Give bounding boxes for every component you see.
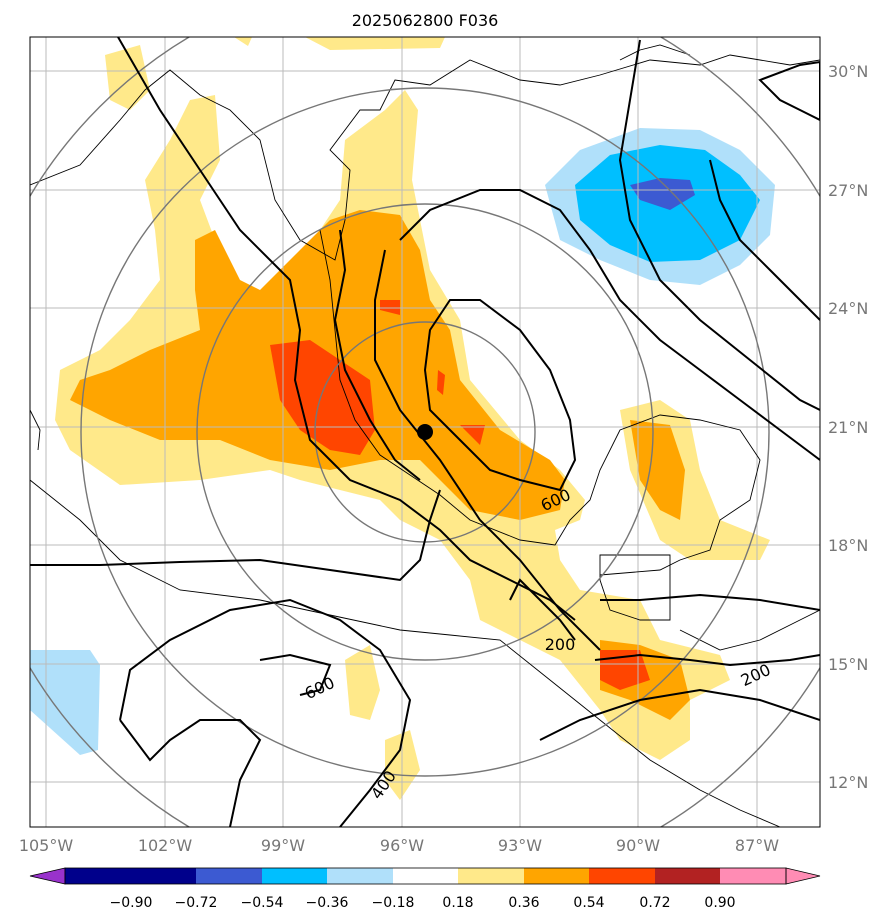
contours [30, 37, 820, 827]
colorbar-ticks: −0.90 −0.72 −0.54 −0.36 −0.18 0.18 0.36 … [110, 895, 736, 911]
lat-tick: 15°N [828, 655, 868, 674]
colorbar-tick: 0.36 [508, 895, 539, 911]
map-panel: 600 200 200 600 400 [30, 37, 820, 827]
colorbar: −0.90 −0.72 −0.54 −0.36 −0.18 0.18 0.36 … [29, 867, 821, 911]
lat-tick: 30°N [828, 62, 868, 81]
colorbar-tick: −0.18 [372, 895, 415, 911]
colorbar-tick: 0.72 [639, 895, 670, 911]
lon-tick: 96°W [380, 836, 424, 855]
lat-tick: 24°N [828, 299, 868, 318]
colorbar-segment [589, 868, 655, 884]
range-rings [30, 37, 820, 827]
lon-tick: 102°W [138, 836, 193, 855]
colorbar-segment [262, 868, 327, 884]
contour-label: 200 [545, 635, 576, 654]
storm-center-marker [417, 424, 433, 440]
colorbar-tick: −0.72 [175, 895, 218, 911]
colorbar-extend-high [785, 867, 821, 885]
lat-tick: 18°N [828, 536, 868, 555]
colorbar-segment [327, 868, 393, 884]
colorbar-segment [393, 868, 458, 884]
lat-tick-labels: 30°N 27°N 24°N 21°N 18°N 15°N 12°N [828, 62, 868, 792]
lon-tick: 105°W [19, 836, 74, 855]
colorbar-tick: −0.54 [241, 895, 284, 911]
lon-tick: 90°W [616, 836, 660, 855]
coastlines [30, 44, 820, 827]
colorbar-segment [720, 868, 786, 884]
lon-tick: 87°W [735, 836, 779, 855]
lat-tick: 12°N [828, 773, 868, 792]
colorbar-segment [196, 868, 262, 884]
lon-tick: 93°W [498, 836, 542, 855]
lat-tick: 21°N [828, 418, 868, 437]
colorbar-tick: −0.36 [306, 895, 349, 911]
figure-title: 2025062800 F036 [352, 11, 499, 30]
colorbar-extend-low [29, 867, 66, 885]
colorbar-tick: −0.90 [110, 895, 153, 911]
colorbar-segment [131, 868, 196, 884]
lon-tick: 99°W [261, 836, 305, 855]
colorbar-tick: 0.18 [442, 895, 473, 911]
colorbar-segment [524, 868, 589, 884]
lat-tick: 27°N [828, 181, 868, 200]
lon-tick-labels: 105°W 102°W 99°W 96°W 93°W 90°W 87°W [19, 836, 779, 855]
colorbar-segment [458, 868, 524, 884]
colorbar-tick: 0.54 [573, 895, 604, 911]
colorbar-segment [65, 868, 131, 884]
colorbar-frame [64, 867, 787, 885]
map-frame [29, 36, 821, 828]
colorbar-tick: 0.90 [704, 895, 735, 911]
colorbar-segment [655, 868, 720, 884]
